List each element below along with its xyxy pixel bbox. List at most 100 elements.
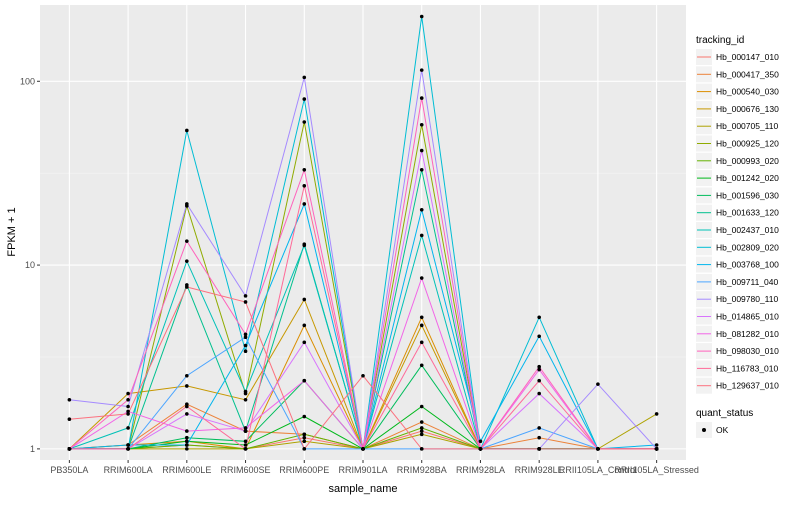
data-point (185, 443, 189, 447)
data-point (419, 315, 424, 320)
data-point (419, 96, 424, 100)
data-point (243, 300, 248, 304)
x-tick-label: RRIM901LA (338, 465, 387, 475)
data-point (537, 426, 541, 430)
data-point (419, 207, 424, 212)
data-point (302, 97, 307, 101)
data-point (243, 429, 248, 433)
legend-label: Hb_000705_110 (716, 121, 779, 131)
data-point (478, 447, 483, 451)
y-axis-title: FPKM + 1 (6, 207, 18, 256)
data-point (126, 404, 130, 409)
data-point (243, 397, 248, 402)
data-point (478, 439, 483, 444)
data-point (537, 367, 541, 372)
data-point (419, 420, 424, 424)
data-point (126, 412, 130, 416)
legend-label: Hb_009780_110 (716, 294, 779, 304)
data-point (537, 364, 541, 369)
x-tick-label: RRII105LA_Control (559, 465, 637, 475)
y-tick-label: 10 (25, 260, 35, 270)
data-point (419, 68, 424, 72)
data-point (243, 349, 248, 353)
data-point (185, 435, 189, 440)
series-points (67, 14, 659, 451)
legend-label: Hb_002437_010 (716, 225, 779, 235)
data-point (361, 447, 365, 451)
data-point (243, 332, 248, 337)
data-point (537, 334, 541, 339)
data-point (419, 404, 424, 409)
data-point (302, 378, 307, 383)
data-point (185, 373, 189, 378)
data-point (302, 432, 307, 437)
data-point (185, 202, 189, 206)
data-point (185, 412, 189, 416)
data-point (185, 384, 189, 388)
x-tick-label: RRIM928BA (397, 465, 447, 475)
data-point (185, 429, 189, 433)
legend: tracking_id Hb_000147_010Hb_000417_350Hb… (696, 35, 779, 438)
data-point (419, 363, 424, 368)
data-point (537, 447, 541, 451)
data-point (419, 432, 424, 437)
legend-label: Hb_001596_030 (716, 190, 779, 200)
legend-label: Hb_000417_350 (716, 69, 779, 79)
data-point (185, 447, 189, 451)
data-point (537, 435, 541, 440)
data-point (302, 414, 307, 419)
data-point (419, 426, 424, 430)
data-point (243, 294, 248, 298)
data-point (302, 340, 307, 345)
data-point (419, 14, 424, 19)
legend-label: Hb_098030_010 (716, 346, 779, 356)
legend-label: Hb_002809_020 (716, 242, 779, 252)
y-axis: 1 10 100 (20, 76, 40, 454)
legend-label: Hb_000540_030 (716, 87, 779, 97)
legend-label: Hb_014865_010 (716, 312, 779, 322)
data-point (596, 382, 600, 386)
data-point (302, 439, 307, 444)
data-point (419, 167, 424, 172)
data-point (537, 391, 541, 396)
data-point (419, 148, 424, 153)
x-tick-label: RRIM928LE (515, 465, 564, 475)
data-point (419, 233, 424, 238)
data-point (243, 439, 248, 444)
legend-label: Hb_001633_120 (716, 208, 779, 218)
data-point (419, 340, 424, 345)
data-point (243, 343, 248, 348)
data-point (243, 426, 248, 430)
data-point (302, 435, 307, 440)
data-point (243, 335, 248, 340)
y-tick-label: 1 (30, 444, 35, 454)
legend-label: Hb_009711_040 (716, 277, 779, 287)
data-point (419, 429, 424, 433)
data-point (654, 443, 659, 447)
x-tick-label: RRIM600LA (104, 465, 153, 475)
data-point (654, 412, 659, 416)
legend-label: Hb_116783_010 (716, 363, 779, 373)
legend-label: Hb_000676_130 (716, 104, 779, 114)
data-point (302, 120, 307, 124)
y-tick-label: 100 (20, 76, 35, 86)
x-tick-label: RRIM600SE (221, 465, 271, 475)
legend-label: Hb_001242_020 (716, 173, 779, 183)
data-point (302, 167, 307, 172)
data-point (537, 315, 541, 320)
legend-label: Hb_000993_020 (716, 156, 779, 166)
x-tick-label: RRIM600PE (279, 465, 329, 475)
data-point (126, 409, 130, 414)
data-point (126, 391, 130, 396)
data-point (419, 323, 424, 328)
data-point (302, 75, 307, 80)
data-point (185, 239, 189, 243)
legend-label: Hb_081282_010 (716, 329, 779, 339)
data-point (419, 276, 424, 280)
x-axis-title: sample_name (328, 483, 397, 495)
data-point (67, 397, 72, 402)
data-point (596, 447, 600, 451)
data-point (302, 243, 307, 248)
data-point (302, 323, 307, 328)
